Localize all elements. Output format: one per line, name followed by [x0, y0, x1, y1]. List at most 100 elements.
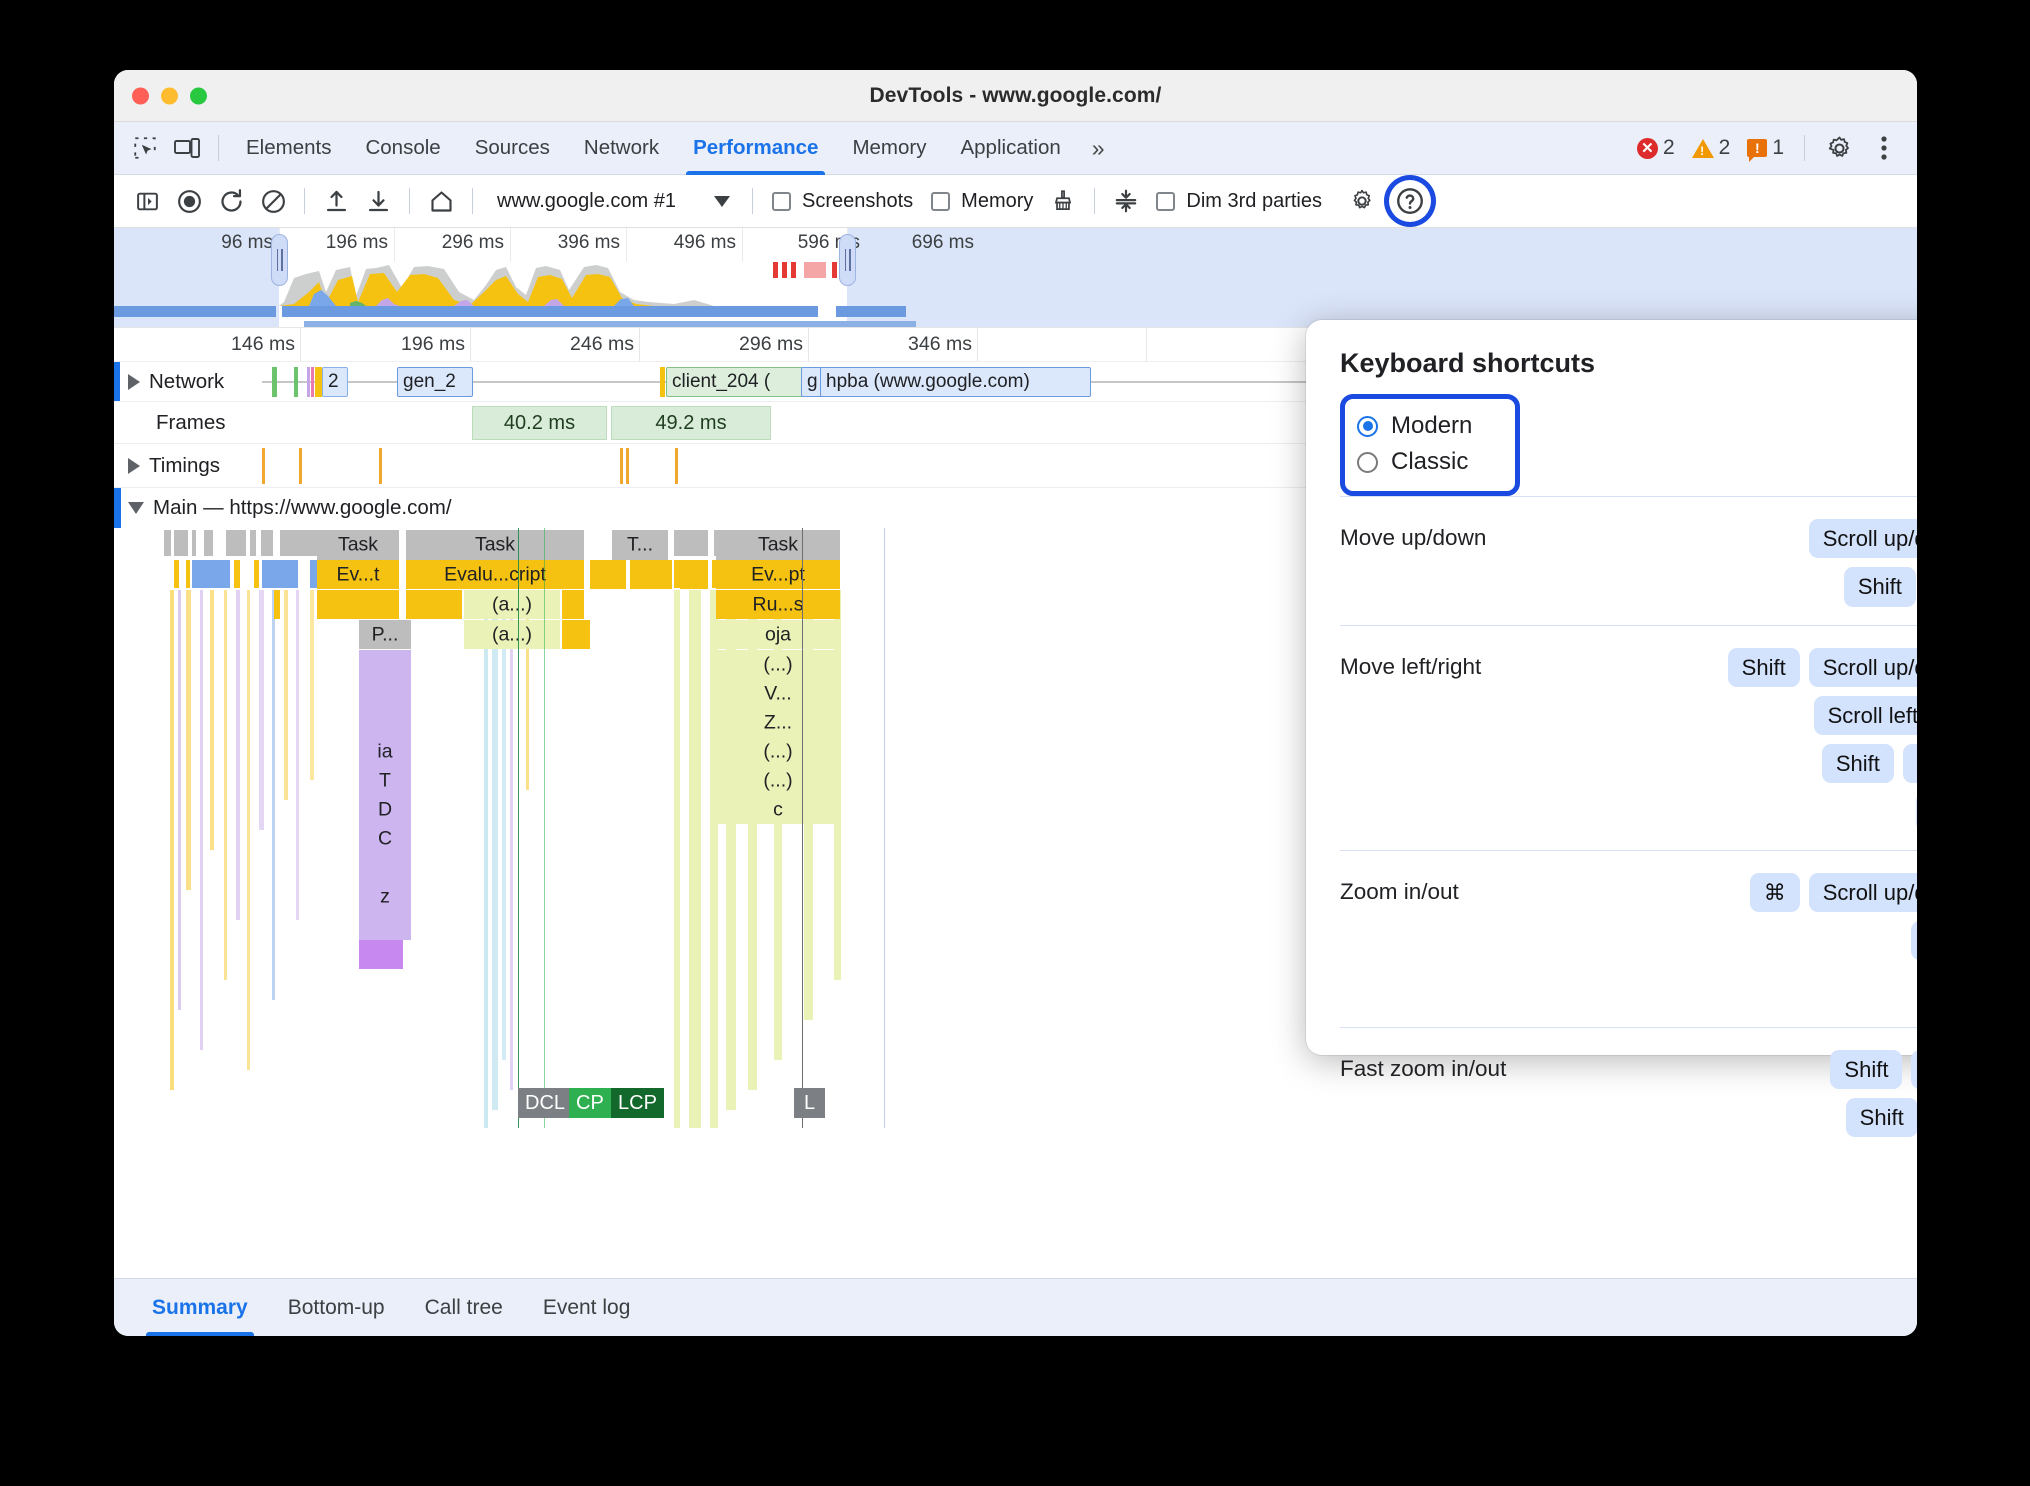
- tab-summary[interactable]: Summary: [132, 1279, 268, 1336]
- device-toolbar-icon[interactable]: [166, 127, 208, 169]
- flame-task-block[interactable]: T...: [612, 530, 668, 560]
- flame-block[interactable]: Evalu...cript: [406, 560, 584, 589]
- reload-and-record-icon[interactable]: [210, 180, 252, 222]
- load-marker[interactable]: L: [794, 1088, 826, 1118]
- lcp-marker[interactable]: LCP: [611, 1088, 664, 1118]
- flame-block[interactable]: c: [716, 795, 840, 824]
- main-track-header[interactable]: Main — https://www.google.com/: [114, 488, 1917, 528]
- flame-block[interactable]: Ru...s: [716, 590, 840, 619]
- flame-block[interactable]: C: [359, 824, 411, 853]
- upload-profile-icon[interactable]: [315, 180, 357, 222]
- flame-task-block[interactable]: Task: [317, 530, 399, 560]
- tab-network[interactable]: Network: [583, 136, 660, 159]
- inspect-element-icon[interactable]: [124, 127, 166, 169]
- flame-block[interactable]: [359, 940, 403, 969]
- flame-block[interactable]: oja: [716, 620, 840, 649]
- issue-counter[interactable]: ! 1: [1740, 136, 1791, 162]
- flame-task-block[interactable]: Task: [716, 530, 840, 560]
- tab-sources[interactable]: Sources: [474, 136, 550, 159]
- capture-settings-gear-icon[interactable]: [1341, 180, 1383, 222]
- flame-block[interactable]: [406, 590, 462, 619]
- collapse-tracks-icon[interactable]: [1105, 180, 1147, 222]
- key-chip: Scroll up/down: [1808, 647, 1917, 687]
- flame-block[interactable]: [359, 853, 411, 882]
- home-icon[interactable]: [420, 180, 462, 222]
- tab-call-tree[interactable]: Call tree: [424, 1295, 503, 1319]
- flame-block[interactable]: z: [359, 882, 411, 911]
- mode-option-classic[interactable]: Classic: [1357, 444, 1503, 480]
- flame-block[interactable]: [630, 560, 672, 589]
- garbage-collect-icon[interactable]: [1042, 180, 1084, 222]
- flame-block[interactable]: V...: [716, 679, 840, 708]
- flame-block[interactable]: [317, 590, 399, 619]
- tab-console[interactable]: Console: [365, 136, 441, 159]
- maximize-window-button[interactable]: [190, 87, 207, 104]
- error-counter[interactable]: ✕ 2: [1630, 136, 1682, 160]
- network-request[interactable]: gen_2: [397, 367, 473, 397]
- network-track-header[interactable]: Network: [128, 370, 224, 394]
- tab-application[interactable]: Application: [960, 136, 1061, 159]
- flame-block[interactable]: [359, 679, 411, 708]
- flame-block[interactable]: [359, 708, 411, 737]
- key-chip: W/S: [1911, 921, 1917, 961]
- frame-item[interactable]: 49.2 ms: [611, 406, 771, 440]
- radio-classic[interactable]: [1357, 451, 1378, 473]
- clear-icon[interactable]: [252, 180, 294, 222]
- flame-block[interactable]: Ev...pt: [716, 560, 840, 589]
- flame-block[interactable]: [562, 590, 584, 619]
- sidebar-toggle-icon[interactable]: [126, 180, 168, 222]
- flame-block[interactable]: (...): [716, 650, 840, 679]
- flame-block[interactable]: (...): [716, 766, 840, 795]
- flame-block[interactable]: [359, 650, 411, 679]
- kebab-menu-icon[interactable]: [1863, 127, 1905, 169]
- radio-modern[interactable]: [1357, 415, 1378, 437]
- network-request[interactable]: 2: [322, 367, 348, 397]
- network-track[interactable]: Network 2 gen_2 client_204 ( g hpba (www…: [114, 362, 1917, 402]
- download-profile-icon[interactable]: [357, 180, 399, 222]
- warning-counter[interactable]: 2: [1685, 136, 1738, 160]
- timings-track-header[interactable]: Timings: [128, 454, 220, 478]
- flame-block[interactable]: [680, 560, 708, 589]
- flame-block[interactable]: ia: [359, 737, 411, 766]
- flame-block[interactable]: (a...): [464, 590, 560, 619]
- flame-block[interactable]: D: [359, 795, 411, 824]
- fcp-marker[interactable]: CP: [569, 1088, 611, 1118]
- network-request[interactable]: hpba (www.google.com): [820, 367, 1091, 397]
- flame-block[interactable]: [562, 620, 590, 649]
- dim-3rd-parties-checkbox[interactable]: Dim 3rd parties: [1147, 183, 1331, 219]
- network-request[interactable]: client_204 (: [666, 367, 819, 397]
- flame-block[interactable]: Z...: [716, 708, 840, 737]
- frames-track[interactable]: Frames 40.2 ms 49.2 ms: [114, 402, 1917, 444]
- timings-track[interactable]: Timings: [114, 444, 1917, 488]
- tab-bottom-up[interactable]: Bottom-up: [287, 1295, 385, 1319]
- help-question-icon[interactable]: [1389, 180, 1431, 222]
- dcl-marker[interactable]: DCL: [518, 1088, 573, 1118]
- flame-block[interactable]: (a...): [464, 620, 560, 649]
- flame-block[interactable]: [590, 560, 626, 589]
- gear-icon[interactable]: [1818, 127, 1860, 169]
- minimize-window-button[interactable]: [161, 87, 178, 104]
- flame-block[interactable]: Ev...t: [317, 560, 399, 589]
- main-track-header-label[interactable]: Main — https://www.google.com/: [128, 496, 452, 520]
- timeline-overview[interactable]: 96 ms 196 ms 296 ms 396 ms 496 ms 596 ms…: [114, 228, 1917, 328]
- trace-select[interactable]: www.google.com #1: [483, 183, 742, 219]
- screenshots-checkbox[interactable]: Screenshots: [763, 183, 922, 219]
- tab-elements[interactable]: Elements: [246, 136, 332, 159]
- close-window-button[interactable]: [132, 87, 149, 104]
- memory-checkbox[interactable]: Memory: [922, 183, 1042, 219]
- flame-block[interactable]: T: [359, 766, 411, 795]
- flame-task-block[interactable]: Task: [406, 530, 584, 560]
- frame-item[interactable]: 40.2 ms: [472, 406, 607, 440]
- flame-block[interactable]: [359, 911, 411, 940]
- tab-performance[interactable]: Performance: [676, 122, 835, 175]
- overview-right-handle[interactable]: [839, 234, 856, 286]
- overview-left-handle[interactable]: [271, 234, 288, 286]
- mode-option-modern[interactable]: Modern: [1357, 408, 1503, 444]
- record-icon[interactable]: [168, 180, 210, 222]
- flame-block[interactable]: P...: [359, 620, 411, 649]
- flame-block[interactable]: (...): [716, 737, 840, 766]
- tab-memory[interactable]: Memory: [852, 136, 927, 159]
- tab-event-log[interactable]: Event log: [542, 1295, 631, 1319]
- key-chip: ←/→: [1902, 744, 1917, 784]
- more-tabs-icon[interactable]: »: [1091, 134, 1105, 161]
